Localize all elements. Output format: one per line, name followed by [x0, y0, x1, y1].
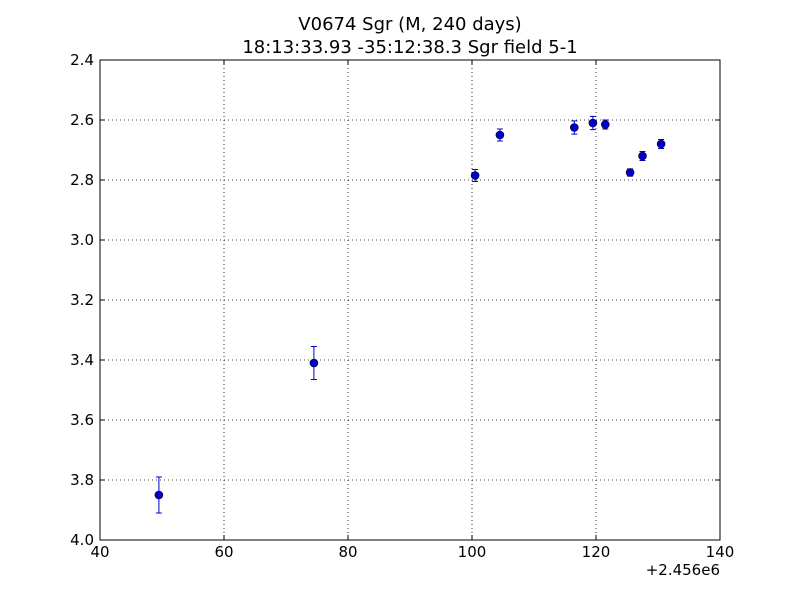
x-tick-label: 40 — [90, 543, 109, 561]
data-point — [656, 139, 666, 149]
grid — [100, 60, 720, 540]
data-point — [495, 130, 505, 140]
y-tick-label: 3.6 — [70, 411, 94, 429]
y-tick-label: 3.2 — [70, 291, 94, 309]
y-tick-label: 2.8 — [70, 171, 94, 189]
data-point — [625, 168, 635, 177]
y-tick-label: 2.4 — [70, 51, 94, 69]
y-tick-label: 3.8 — [70, 471, 94, 489]
x-tick-label: 60 — [214, 543, 233, 561]
y-tick-label: 3.4 — [70, 351, 94, 369]
data-point — [309, 358, 319, 368]
x-offset-label: +2.456e6 — [646, 561, 720, 579]
x-tick-label: 80 — [338, 543, 357, 561]
data-points — [154, 115, 666, 514]
x-tick-label: 100 — [458, 543, 487, 561]
y-tick-label: 3.0 — [70, 231, 94, 249]
y-tick-label: 2.6 — [70, 111, 94, 129]
data-point — [588, 118, 598, 128]
x-tick-labels: 40 60 80 100 120 140 — [90, 543, 734, 561]
chart-subtitle: 18:13:33.93 -35:12:38.3 Sgr field 5-1 — [242, 37, 577, 58]
x-tick-label: 120 — [582, 543, 611, 561]
x-tick-label: 140 — [706, 543, 735, 561]
y-tick-label: 4.0 — [70, 531, 94, 549]
data-point — [154, 490, 164, 500]
data-point — [600, 120, 610, 129]
plot-frame — [99, 59, 721, 541]
data-point — [638, 151, 647, 161]
data-point — [470, 171, 480, 180]
chart-title: V0674 Sgr (M, 240 days) — [298, 14, 521, 35]
data-point — [569, 123, 579, 132]
y-tick-labels: 2.4 2.6 2.8 3.0 3.2 3.4 3.6 3.8 4.0 — [70, 51, 94, 549]
